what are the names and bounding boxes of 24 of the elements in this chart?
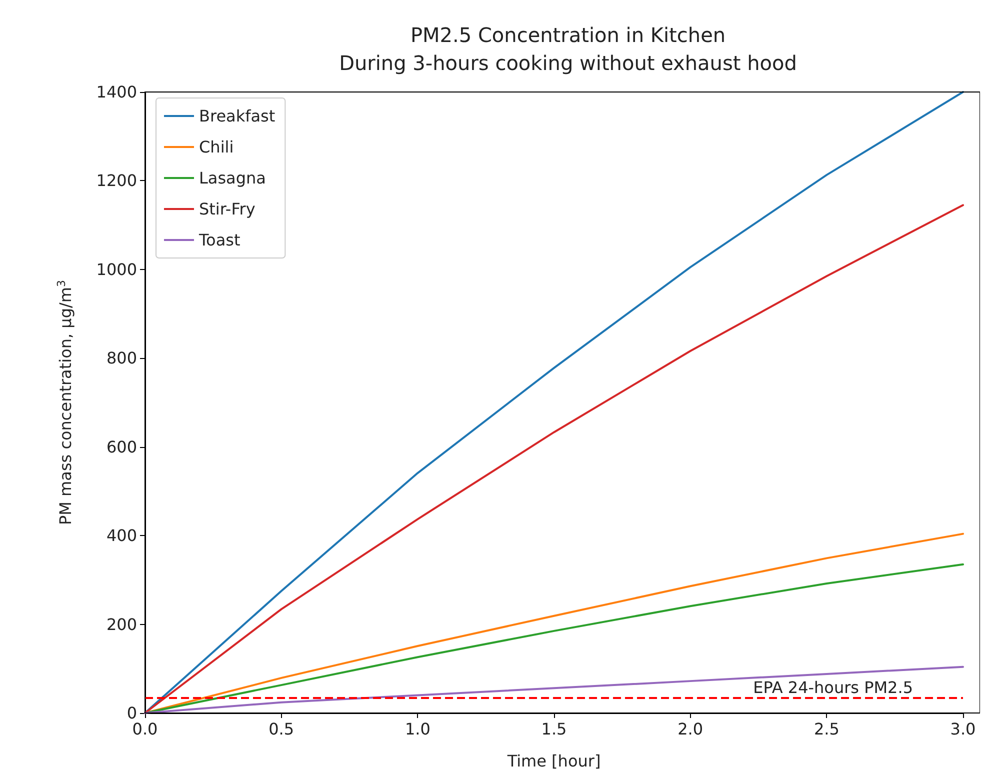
x-tick-label: 1.0 <box>404 720 430 738</box>
y-tick-label: 200 <box>106 614 137 634</box>
x-tick-label: 2.0 <box>678 720 704 738</box>
chart-title: PM2.5 Concentration in Kitchen During 3-hours cooking without exhaust hood <box>339 23 797 75</box>
x-tick-label: 0.5 <box>268 720 294 738</box>
x-tick-label: 3.0 <box>950 720 976 738</box>
legend-label: Chili <box>199 138 234 156</box>
x-tick-label: 2.5 <box>814 720 840 738</box>
y-tick-label: 0 <box>126 704 137 722</box>
x-axis-title: Time [hour] <box>506 752 601 770</box>
y-tick-label: 1400 <box>96 82 137 102</box>
y-tick-label: 400 <box>106 526 137 546</box>
y-tick-label: 1000 <box>96 260 137 279</box>
y-axis-title: PM mass concentration, μg/m3 <box>55 280 75 525</box>
y-tick-label: 600 <box>106 437 137 456</box>
y-tick-label: 800 <box>106 348 137 368</box>
legend-label: Stir-Fry <box>199 200 256 218</box>
legend-label: Lasagna <box>199 168 266 188</box>
x-tick-label: 0.0 <box>132 720 158 738</box>
ref-line-label: EPA 24-hours PM2.5 <box>753 678 913 697</box>
legend-label: Breakfast <box>199 106 276 126</box>
legend-label: Toast <box>198 230 240 250</box>
x-tick-label: 1.5 <box>541 720 567 738</box>
y-tick-label: 1200 <box>96 171 137 190</box>
